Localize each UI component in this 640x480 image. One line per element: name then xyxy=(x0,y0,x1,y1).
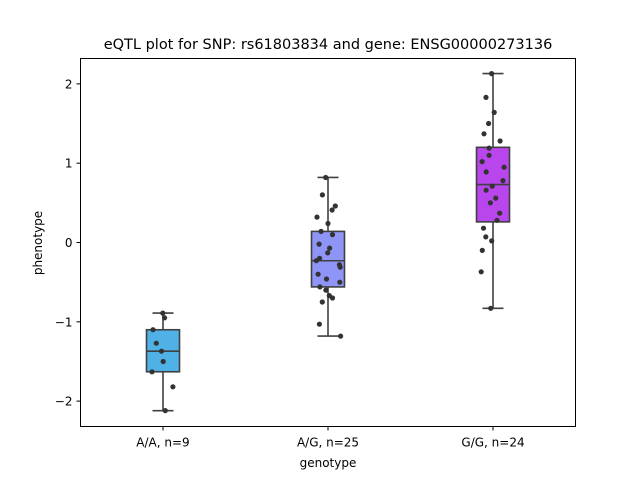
data-point xyxy=(337,264,343,270)
data-point xyxy=(327,245,333,251)
y-tick-label: 2 xyxy=(65,77,73,91)
data-point xyxy=(338,333,344,339)
data-point xyxy=(317,284,323,290)
data-point xyxy=(150,327,156,333)
data-point xyxy=(170,384,176,390)
data-point xyxy=(149,369,155,375)
data-point xyxy=(486,145,492,151)
data-point xyxy=(316,241,322,247)
data-point xyxy=(497,210,503,216)
data-point xyxy=(483,234,489,240)
data-point xyxy=(489,71,495,77)
data-point xyxy=(325,250,331,256)
data-point xyxy=(162,315,168,321)
data-point xyxy=(319,299,325,305)
data-point xyxy=(479,159,485,165)
data-point xyxy=(158,348,165,354)
x-tick-label: A/G, n=25 xyxy=(297,436,359,450)
plot-area xyxy=(145,71,511,414)
data-point xyxy=(483,187,489,193)
data-point xyxy=(480,225,487,231)
chart-title: eQTL plot for SNP: rs61803834 and gene: … xyxy=(104,37,553,53)
x-tick-label: G/G, n=24 xyxy=(461,436,524,450)
x-axis-label: genotype xyxy=(300,456,357,470)
data-point xyxy=(481,131,487,137)
data-point xyxy=(329,295,336,301)
y-tick-label: 1 xyxy=(65,157,73,171)
axes: A/A, n=9 A/G, n=25 G/G, n=24 2 1 0 −1 −2 xyxy=(55,77,525,449)
data-point xyxy=(314,214,320,220)
data-point xyxy=(494,217,500,223)
data-point xyxy=(489,183,495,189)
data-point xyxy=(318,228,324,234)
data-point xyxy=(501,164,507,170)
data-point xyxy=(160,358,166,365)
y-tick-label: −1 xyxy=(55,315,73,329)
data-point xyxy=(319,192,325,198)
data-point xyxy=(325,220,331,227)
data-point xyxy=(478,269,484,275)
data-point xyxy=(313,258,319,264)
data-point xyxy=(486,152,492,158)
data-point xyxy=(497,138,503,144)
data-point xyxy=(329,207,335,213)
data-point xyxy=(489,238,495,244)
y-tick-label: −2 xyxy=(55,395,73,409)
data-point xyxy=(487,200,493,206)
y-tick-label: 0 xyxy=(65,236,73,250)
data-point xyxy=(316,321,322,327)
data-point xyxy=(493,195,499,201)
data-point xyxy=(488,305,494,311)
data-point xyxy=(332,203,338,209)
data-point xyxy=(483,169,489,175)
y-axis-label: phenotype xyxy=(31,211,45,275)
data-point xyxy=(329,232,336,238)
data-point xyxy=(153,340,159,346)
data-point xyxy=(323,174,329,181)
data-point xyxy=(479,247,485,253)
data-point xyxy=(323,287,329,293)
data-point xyxy=(491,109,497,115)
data-point xyxy=(160,310,166,316)
data-point xyxy=(162,408,168,414)
x-tick-label: A/A, n=9 xyxy=(136,436,189,450)
data-point xyxy=(486,120,492,127)
data-point xyxy=(315,271,321,277)
data-point xyxy=(337,279,343,285)
data-point xyxy=(323,276,330,282)
data-point xyxy=(483,94,489,100)
data-point xyxy=(500,178,506,184)
